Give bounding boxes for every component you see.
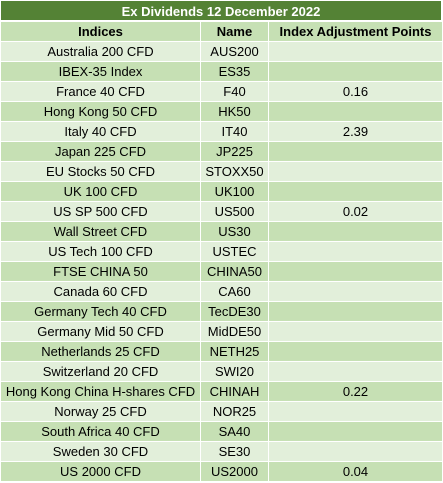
cell-name: US30 — [200, 221, 269, 242]
cell-name: IT40 — [200, 121, 269, 142]
table-row: US SP 500 CFD US500 0.02 — [0, 201, 443, 222]
table-row: UK 100 CFD UK100 — [0, 181, 443, 202]
cell-index: Germany Mid 50 CFD — [0, 321, 201, 342]
cell-name: SWI20 — [200, 361, 269, 382]
cell-adjustment-points: 0.04 — [268, 461, 443, 482]
cell-adjustment-points — [268, 161, 443, 182]
cell-adjustment-points — [268, 401, 443, 422]
cell-name: NETH25 — [200, 341, 269, 362]
cell-name: US500 — [200, 201, 269, 222]
cell-adjustment-points — [268, 101, 443, 122]
cell-index: UK 100 CFD — [0, 181, 201, 202]
cell-index: Switzerland 20 CFD — [0, 361, 201, 382]
table-row: Sweden 30 CFD SE30 — [0, 441, 443, 462]
table-row: Hong Kong China H-shares CFD CHINAH 0.22 — [0, 381, 443, 402]
table-row: Australia 200 CFD AUS200 — [0, 41, 443, 62]
cell-name: CHINA50 — [200, 261, 269, 282]
cell-name: NOR25 — [200, 401, 269, 422]
table-row: Netherlands 25 CFD NETH25 — [0, 341, 443, 362]
cell-adjustment-points — [268, 301, 443, 322]
table-row: Canada 60 CFD CA60 — [0, 281, 443, 302]
cell-index: Norway 25 CFD — [0, 401, 201, 422]
cell-adjustment-points — [268, 61, 443, 82]
table-row: Wall Street CFD US30 — [0, 221, 443, 242]
cell-adjustment-points — [268, 241, 443, 262]
cell-name: TecDE30 — [200, 301, 269, 322]
table-row: EU Stocks 50 CFD STOXX50 — [0, 161, 443, 182]
table-row: France 40 CFD F40 0.16 — [0, 81, 443, 102]
cell-name: HK50 — [200, 101, 269, 122]
cell-adjustment-points: 0.22 — [268, 381, 443, 402]
cell-name: ES35 — [200, 61, 269, 82]
sheet-title: Ex Dividends 12 December 2022 — [0, 0, 442, 21]
table-row: IBEX-35 Index ES35 — [0, 61, 443, 82]
dividends-table: Indices Name Index Adjustment Points Aus… — [0, 21, 443, 482]
header-row: Indices Name Index Adjustment Points — [0, 21, 443, 42]
cell-index: FTSE CHINA 50 — [0, 261, 201, 282]
table-row: Switzerland 20 CFD SWI20 — [0, 361, 443, 382]
cell-index: Italy 40 CFD — [0, 121, 201, 142]
cell-adjustment-points — [268, 221, 443, 242]
cell-adjustment-points: 0.16 — [268, 81, 443, 102]
header-adjustment-points: Index Adjustment Points — [268, 21, 443, 42]
cell-index: Wall Street CFD — [0, 221, 201, 242]
cell-index: Hong Kong China H-shares CFD — [0, 381, 201, 402]
cell-index: US Tech 100 CFD — [0, 241, 201, 262]
table-row: South Africa 40 CFD SA40 — [0, 421, 443, 442]
cell-adjustment-points: 0.02 — [268, 201, 443, 222]
cell-adjustment-points — [268, 181, 443, 202]
table-row: Norway 25 CFD NOR25 — [0, 401, 443, 422]
cell-index: Hong Kong 50 CFD — [0, 101, 201, 122]
cell-adjustment-points — [268, 141, 443, 162]
cell-adjustment-points — [268, 41, 443, 62]
cell-adjustment-points — [268, 361, 443, 382]
cell-name: SE30 — [200, 441, 269, 462]
cell-name: CHINAH — [200, 381, 269, 402]
cell-adjustment-points — [268, 341, 443, 362]
table-row: Italy 40 CFD IT40 2.39 — [0, 121, 443, 142]
cell-index: Netherlands 25 CFD — [0, 341, 201, 362]
cell-adjustment-points — [268, 441, 443, 462]
table-row: Hong Kong 50 CFD HK50 — [0, 101, 443, 122]
cell-name: AUS200 — [200, 41, 269, 62]
cell-adjustment-points — [268, 321, 443, 342]
cell-adjustment-points — [268, 281, 443, 302]
cell-adjustment-points — [268, 261, 443, 282]
cell-name: US2000 — [200, 461, 269, 482]
cell-name: SA40 — [200, 421, 269, 442]
cell-index: Japan 225 CFD — [0, 141, 201, 162]
cell-index: EU Stocks 50 CFD — [0, 161, 201, 182]
cell-adjustment-points — [268, 421, 443, 442]
cell-index: Sweden 30 CFD — [0, 441, 201, 462]
table-row: FTSE CHINA 50 CHINA50 — [0, 261, 443, 282]
cell-index: US SP 500 CFD — [0, 201, 201, 222]
cell-name: F40 — [200, 81, 269, 102]
header-indices: Indices — [0, 21, 201, 42]
cell-name: CA60 — [200, 281, 269, 302]
cell-index: Germany Tech 40 CFD — [0, 301, 201, 322]
cell-name: JP225 — [200, 141, 269, 162]
cell-index: South Africa 40 CFD — [0, 421, 201, 442]
header-name: Name — [200, 21, 269, 42]
cell-index: Canada 60 CFD — [0, 281, 201, 302]
table-row: Germany Tech 40 CFD TecDE30 — [0, 301, 443, 322]
cell-adjustment-points: 2.39 — [268, 121, 443, 142]
cell-index: France 40 CFD — [0, 81, 201, 102]
cell-index: IBEX-35 Index — [0, 61, 201, 82]
cell-index: US 2000 CFD — [0, 461, 201, 482]
table-row: US Tech 100 CFD USTEC — [0, 241, 443, 262]
cell-name: STOXX50 — [200, 161, 269, 182]
table-row: Japan 225 CFD JP225 — [0, 141, 443, 162]
cell-name: USTEC — [200, 241, 269, 262]
cell-index: Australia 200 CFD — [0, 41, 201, 62]
cell-name: MidDE50 — [200, 321, 269, 342]
cell-name: UK100 — [200, 181, 269, 202]
table-row: Germany Mid 50 CFD MidDE50 — [0, 321, 443, 342]
table-row: US 2000 CFD US2000 0.04 — [0, 461, 443, 482]
